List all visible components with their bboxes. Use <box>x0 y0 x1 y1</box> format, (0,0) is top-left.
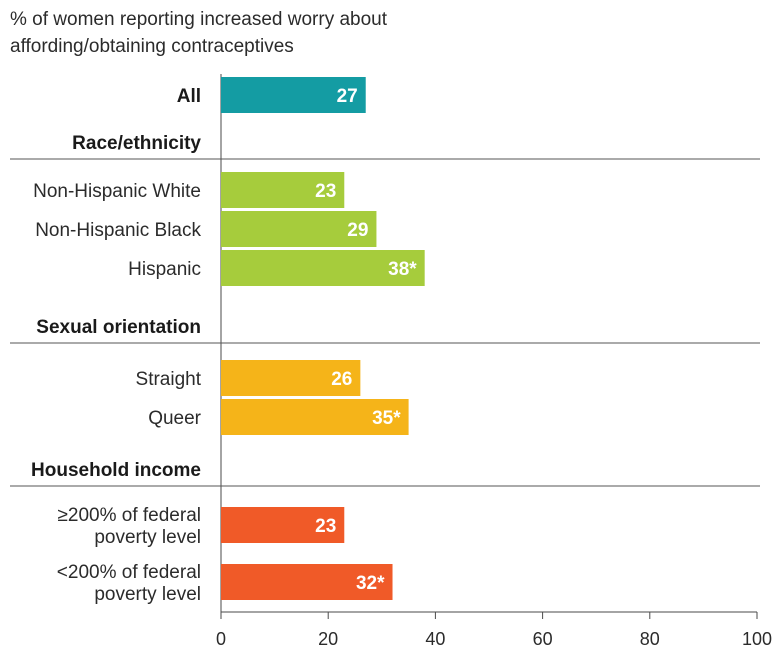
bar <box>221 507 345 543</box>
row-label: Non-Hispanic White <box>33 181 201 202</box>
bar <box>221 564 393 600</box>
bar-value-label: 26 <box>331 369 352 390</box>
bar <box>221 399 409 435</box>
x-tick-label: 20 <box>318 629 338 649</box>
bar-value-label: 38* <box>388 259 417 280</box>
row-label: Non-Hispanic Black <box>35 220 201 241</box>
row-label: <200% of federal poverty level <box>57 562 201 605</box>
x-tick-label: 0 <box>216 629 226 649</box>
bar <box>221 211 377 247</box>
bar <box>221 250 425 286</box>
row-label: Straight <box>136 369 202 390</box>
bar-value-label: 27 <box>337 86 358 107</box>
row-label: Hispanic <box>128 259 201 280</box>
bar-value-label: 23 <box>315 516 336 537</box>
row-label: All <box>177 86 201 107</box>
x-tick-label: 40 <box>425 629 445 649</box>
row-label: Queer <box>148 408 201 429</box>
x-tick-label: 60 <box>533 629 553 649</box>
x-tick-label: 100 <box>742 629 772 649</box>
bar-value-label: 23 <box>315 181 336 202</box>
group-label: Race/ethnicity <box>72 133 201 154</box>
group-label: Sexual orientation <box>36 317 201 338</box>
x-tick-label: 80 <box>640 629 660 649</box>
row-label: ≥200% of federal poverty level <box>57 505 201 548</box>
chart-title: % of women reporting increased worry abo… <box>10 9 388 57</box>
bar-value-label: 32* <box>356 573 385 594</box>
bar <box>221 360 361 396</box>
bar <box>221 172 345 208</box>
bar-value-label: 29 <box>347 220 368 241</box>
bar <box>221 77 366 113</box>
bar-value-label: 35* <box>372 408 401 429</box>
group-label: Household income <box>31 460 201 481</box>
